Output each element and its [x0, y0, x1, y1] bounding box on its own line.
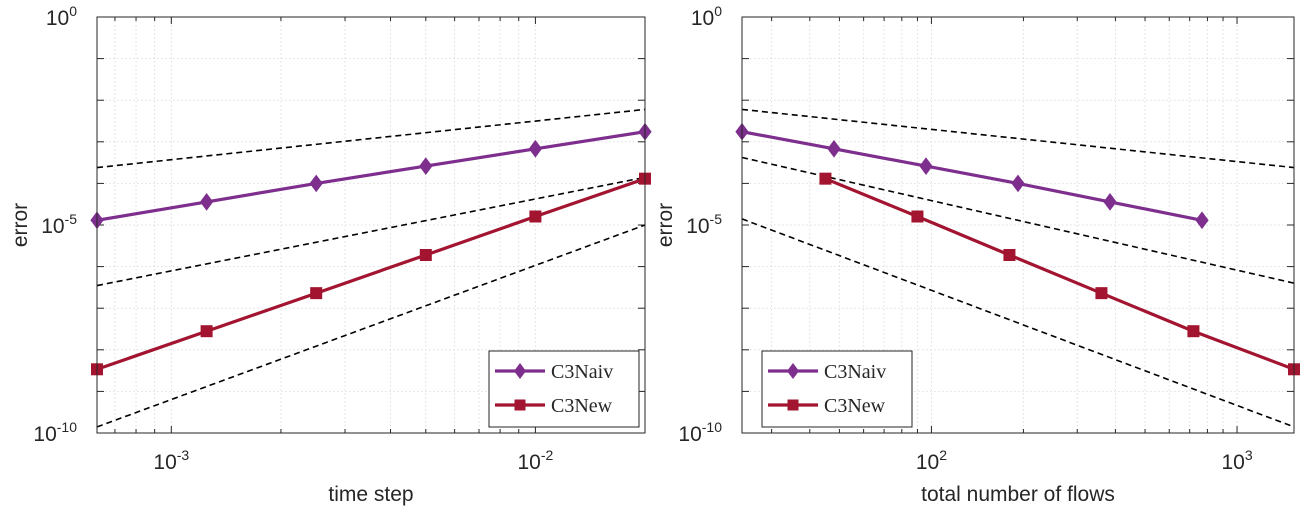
legend-label: C3New — [824, 395, 886, 417]
data-point-C3Naiv — [1195, 211, 1209, 230]
x-axis-label: time step — [328, 483, 413, 506]
chart-panel-1: 10-3 10-2 10-10 10-5 100 time step error C3Naiv… — [9, 3, 652, 506]
series-line-C3New — [824, 177, 1294, 371]
series-line-C3New — [97, 177, 645, 371]
x-tick-label: 10-3 — [153, 447, 189, 474]
data-point-C3New — [1003, 249, 1016, 262]
reference-line-2 — [97, 176, 645, 287]
y-tick-label: 100 — [46, 3, 77, 30]
legend-label: C3Naiv — [824, 361, 886, 383]
data-point-C3Naiv — [919, 157, 933, 175]
data-point-C3New — [310, 287, 323, 300]
series-line-C3Naiv — [97, 130, 645, 222]
legend-marker — [787, 399, 799, 411]
data-point-C3New — [419, 249, 432, 262]
reference-line-2 — [742, 156, 1294, 284]
legend: C3Naiv C3New — [761, 350, 913, 428]
data-point-C3New — [1187, 325, 1200, 338]
series-line-C3Naiv — [742, 130, 1203, 222]
reference-line-3 — [97, 224, 645, 428]
data-point-C3Naiv — [309, 174, 323, 193]
data-point-C3New — [529, 210, 542, 223]
legend-marker — [514, 363, 526, 379]
legend-label: C3New — [551, 395, 613, 417]
x-axis-label: total number of flows — [921, 483, 1115, 506]
data-point-C3Naiv — [1011, 174, 1025, 193]
data-layer — [742, 108, 1294, 428]
y-tick-label: 10-5 — [41, 211, 77, 238]
data-point-C3New — [819, 172, 832, 185]
y-tick-label: 10-5 — [686, 211, 722, 238]
reference-line-1 — [742, 108, 1294, 169]
data-point-C3Naiv — [199, 193, 214, 211]
legend-marker — [787, 363, 799, 379]
x-tick-label: 102 — [916, 447, 947, 474]
y-tick-label: 10-10 — [678, 419, 722, 446]
chart-panel-2: 102 103 10-10 10-5 100 total number of flows e… — [654, 3, 1300, 506]
y-tick-label: 10-10 — [33, 419, 77, 446]
x-tick-label: 10-2 — [517, 447, 553, 474]
data-point-C3New — [911, 210, 924, 223]
legend-label: C3Naiv — [551, 361, 613, 383]
data-point-C3Naiv — [419, 157, 433, 175]
reference-line-3 — [742, 218, 1294, 428]
y-tick-label: 100 — [691, 3, 722, 30]
x-tick-label: 103 — [1221, 447, 1252, 474]
y-axis-label: error — [654, 203, 677, 247]
legend-marker — [514, 399, 526, 411]
data-point-C3Naiv — [1103, 193, 1117, 211]
data-point-C3New — [1095, 287, 1108, 300]
reference-line-1 — [97, 108, 645, 169]
legend: C3Naiv C3New — [488, 350, 640, 428]
axes-box — [96, 16, 646, 434]
legend-box — [761, 350, 913, 428]
data-point-C3Naiv — [827, 139, 841, 158]
data-point-C3Naiv — [528, 139, 543, 158]
marker-layer — [90, 122, 652, 376]
data-layer — [97, 108, 645, 428]
data-point-C3New — [200, 325, 213, 338]
axes-box — [741, 16, 1295, 434]
legend-box — [488, 350, 640, 428]
y-axis-label: error — [9, 203, 32, 247]
